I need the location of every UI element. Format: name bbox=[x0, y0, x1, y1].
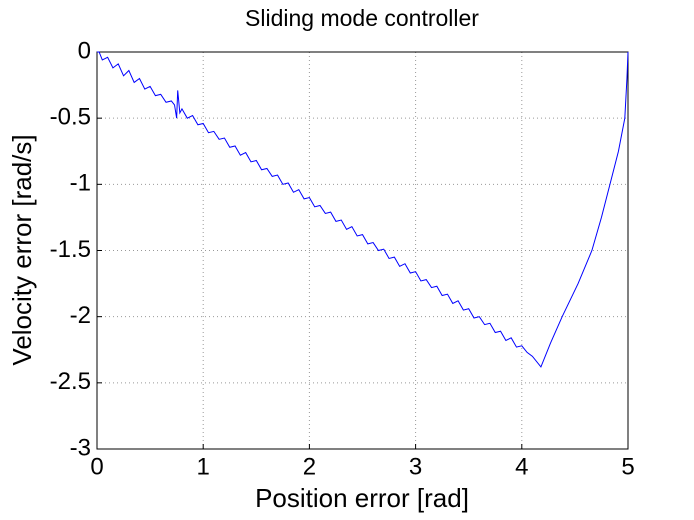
y-tick-label: -1 bbox=[70, 170, 91, 197]
y-tick-label: -1.5 bbox=[50, 236, 91, 263]
y-tick-label: -3 bbox=[70, 434, 91, 461]
y-tick-label: -2 bbox=[70, 302, 91, 329]
y-tick-label: 0 bbox=[78, 37, 91, 64]
y-tick-label: -2.5 bbox=[50, 368, 91, 395]
x-tick-label: 3 bbox=[409, 453, 422, 480]
x-tick-label: 4 bbox=[515, 453, 528, 480]
x-tick-label: 0 bbox=[90, 453, 103, 480]
chart-title: Sliding mode controller bbox=[245, 5, 479, 31]
x-tick-label: 5 bbox=[621, 453, 634, 480]
axes-box bbox=[96, 51, 629, 450]
x-axis-label: Position error [rad] bbox=[255, 483, 469, 513]
y-tick-label: -0.5 bbox=[50, 104, 91, 131]
data-line bbox=[97, 51, 629, 368]
y-axis-label: Velocity error [rad/s] bbox=[7, 134, 37, 365]
x-tick-label: 2 bbox=[303, 453, 316, 480]
x-tick-label: 1 bbox=[197, 453, 210, 480]
